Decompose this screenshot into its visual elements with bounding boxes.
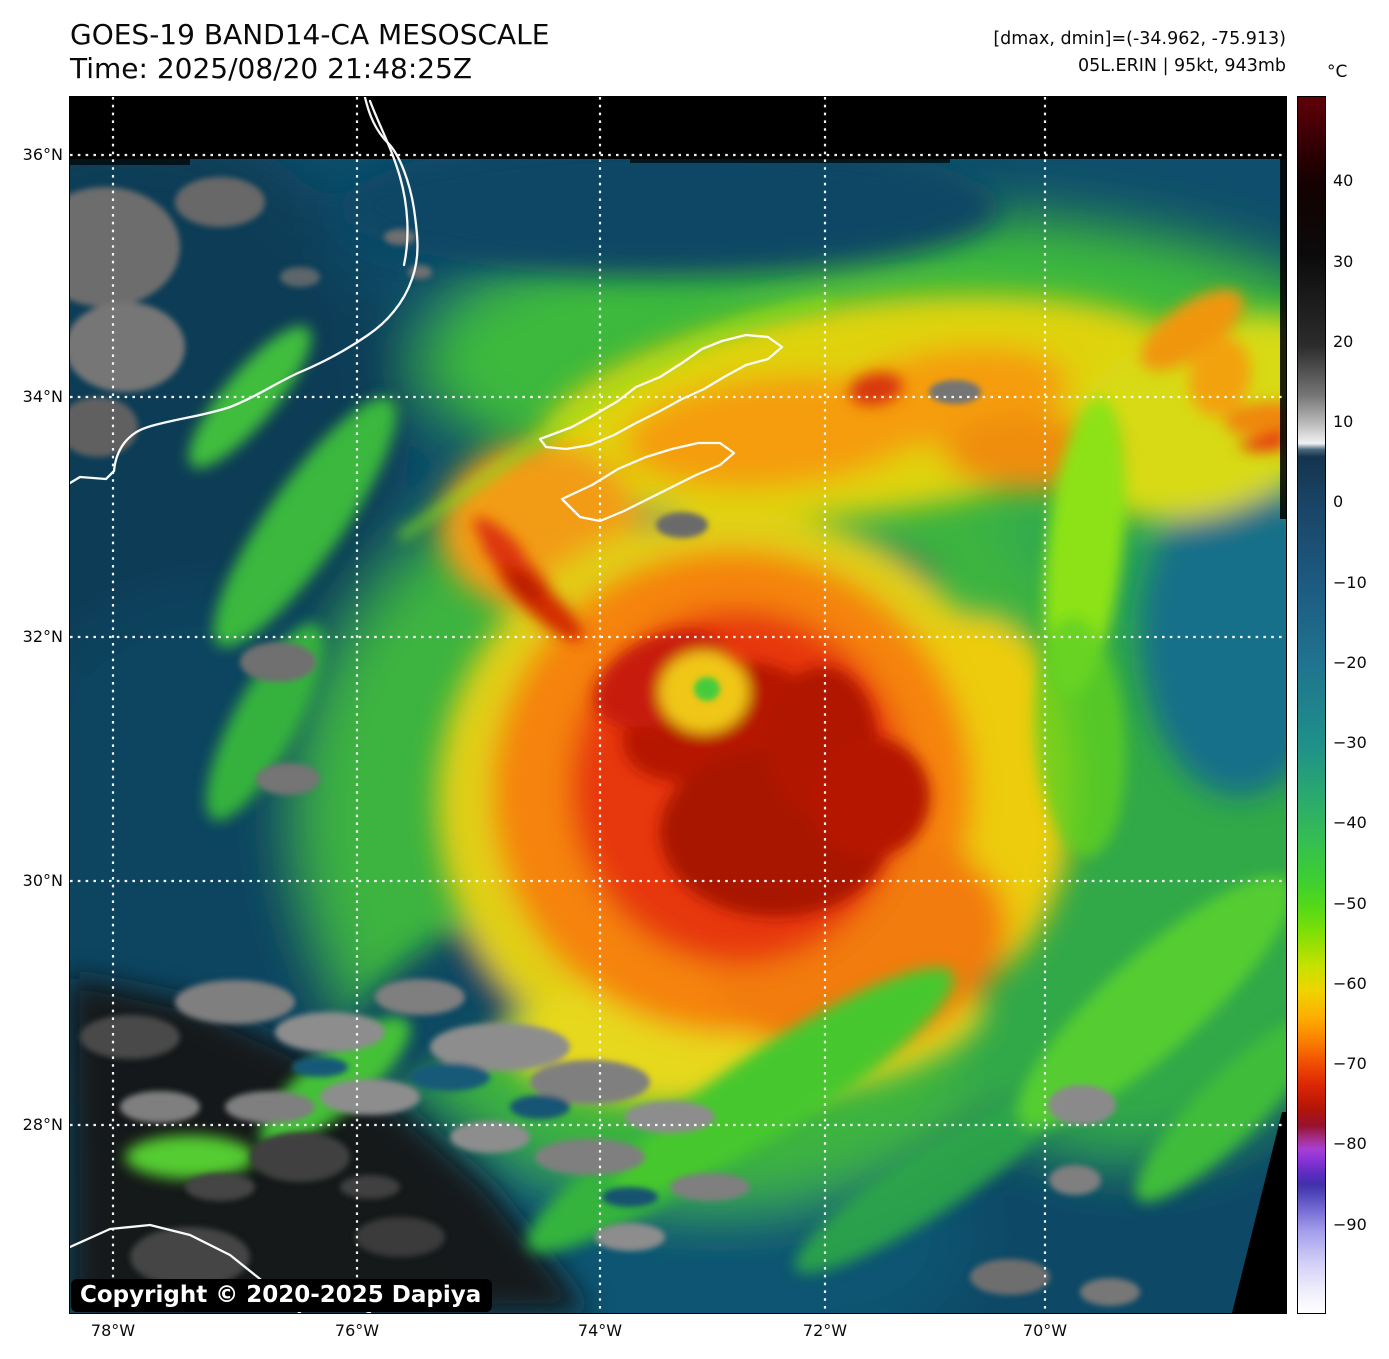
storm-rings-and-bands bbox=[70, 137, 1286, 1313]
lat-tick-label: 36°N bbox=[22, 145, 63, 164]
colorbar-unit: °C bbox=[1327, 62, 1348, 82]
lon-tick-label: 76°W bbox=[334, 1321, 380, 1340]
lat-tick-label: 34°N bbox=[22, 387, 63, 406]
dmax-dmin-readout: [dmax, dmin]=(-34.962, -75.913) bbox=[993, 29, 1286, 49]
colorbar-tick-label: −70 bbox=[1333, 1054, 1367, 1074]
colorbar-tick-label: 0 bbox=[1333, 492, 1344, 512]
lat-tick-label: 30°N bbox=[22, 871, 63, 890]
colorbar-tick-label: 20 bbox=[1333, 331, 1354, 351]
colorbar-tick-label: −30 bbox=[1333, 733, 1367, 753]
lon-tick-label: 70°W bbox=[1022, 1321, 1068, 1340]
colorbar-tick-label: −80 bbox=[1333, 1134, 1367, 1154]
lat-tick-label: 32°N bbox=[22, 627, 63, 646]
colorbar-tick-label: −90 bbox=[1333, 1214, 1367, 1234]
colorbar-tick-label: 40 bbox=[1333, 171, 1354, 191]
eye-and-low-clouds bbox=[70, 177, 1140, 1306]
colorbar-tick-label: −40 bbox=[1333, 813, 1367, 833]
page-title: GOES-19 BAND14-CA MESOSCALE bbox=[70, 18, 550, 51]
colorbar-tick-label: −20 bbox=[1333, 652, 1367, 672]
colorbar bbox=[1297, 96, 1326, 1314]
storm-info: 05L.ERIN | 95kt, 943mb bbox=[1077, 56, 1286, 76]
lon-tick-label: 72°W bbox=[802, 1321, 848, 1340]
colorbar-tick-label: 30 bbox=[1333, 251, 1354, 271]
storm-core-details bbox=[125, 289, 1286, 1274]
timestamp: Time: 2025/08/20 21:48:25Z bbox=[70, 52, 473, 85]
satellite-scene bbox=[70, 97, 1286, 1313]
copyright-badge: Copyright © 2020-2025 Dapiya bbox=[71, 1279, 493, 1312]
colorbar-tick-label: −50 bbox=[1333, 893, 1367, 913]
colorbar-tick-label: −10 bbox=[1333, 572, 1367, 592]
satellite-map bbox=[69, 96, 1287, 1314]
header-info: [dmax, dmin]=(-34.962, -75.913) 05L.ERIN… bbox=[993, 26, 1286, 80]
lat-tick-label: 28°N bbox=[22, 1115, 63, 1134]
scan-edge-black bbox=[70, 97, 1286, 1313]
colorbar-tick-label: 10 bbox=[1333, 412, 1354, 432]
lon-tick-label: 74°W bbox=[577, 1321, 623, 1340]
colorbar-tick-label: −60 bbox=[1333, 973, 1367, 993]
lon-tick-label: 78°W bbox=[90, 1321, 136, 1340]
